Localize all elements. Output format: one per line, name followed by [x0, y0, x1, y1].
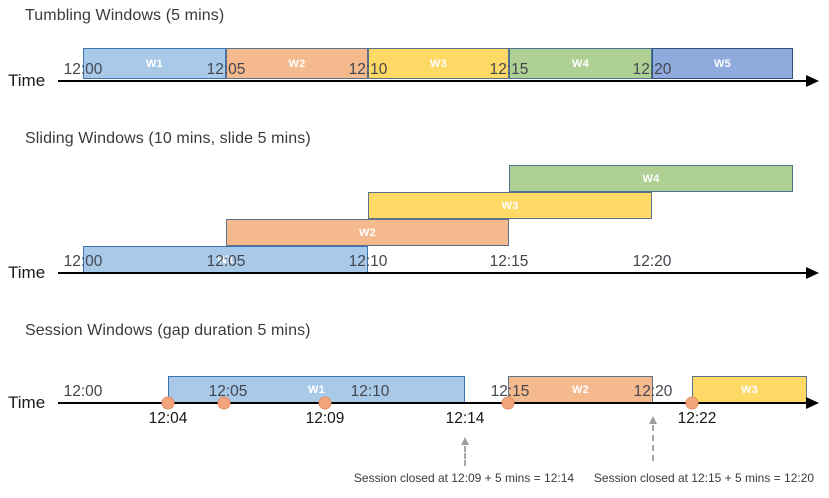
window-label: W5	[713, 57, 732, 70]
event-time-label: 12:04	[148, 410, 188, 427]
tick-label: 12:00	[63, 61, 103, 78]
arrow-right-icon	[806, 397, 819, 409]
window-label: W1	[216, 253, 235, 266]
window-bar-w4: W4	[509, 165, 793, 192]
tick-label: 12:10	[350, 383, 390, 400]
window-label: W4	[642, 172, 660, 185]
window-label: W3	[740, 383, 759, 396]
window-bar-w5: W5	[652, 48, 793, 79]
tick-label: 12:20	[633, 383, 673, 400]
window-bar-w3: W3	[368, 48, 509, 79]
event-dot	[161, 396, 175, 410]
event-dot	[685, 396, 699, 410]
event-time-label: 12:09	[305, 410, 345, 427]
event-dot	[217, 396, 231, 410]
dashed-line	[464, 446, 466, 466]
tick-label: 12:15	[489, 253, 529, 270]
tick-label: 12:05	[208, 383, 248, 400]
event-dot	[501, 396, 515, 410]
window-label: W2	[358, 226, 377, 239]
window-bar-w2: W2	[226, 48, 368, 79]
window-label: W1	[145, 57, 164, 70]
event-time-label: 12:14	[445, 410, 485, 427]
window-label: W3	[501, 199, 519, 212]
tick-label: 12:10	[348, 253, 388, 270]
time-axis-label: Time	[8, 263, 46, 282]
arrow-up-icon	[461, 437, 469, 445]
window-bar-w2: W2	[508, 376, 653, 403]
window-bar-w1: W1	[83, 246, 368, 273]
event-dot	[318, 396, 332, 410]
tick-label: 12:05	[206, 253, 246, 270]
time-axis-line	[58, 402, 806, 404]
arrow-up-icon	[649, 416, 657, 424]
tick-label: 12:00	[63, 383, 103, 400]
annotation-text: Session closed at 12:15 + 5 mins = 12:20	[593, 471, 815, 485]
tick-label: 12:20	[632, 253, 672, 270]
window-label: W2	[571, 383, 590, 396]
tick-label: 12:00	[63, 253, 103, 270]
arrow-right-icon	[806, 75, 819, 87]
tick-label: 12:15	[490, 383, 530, 400]
section-title-sliding: Sliding Windows (10 mins, slide 5 mins)	[25, 130, 311, 147]
session-close-arrow	[649, 416, 657, 461]
time-axis-line	[58, 80, 806, 82]
section-title-session: Session Windows (gap duration 5 mins)	[25, 322, 311, 339]
window-bar-w4: W4	[509, 48, 652, 79]
arrow-right-icon	[806, 267, 819, 279]
window-bar-w3: W3	[368, 192, 652, 219]
time-axis-label: Time	[8, 393, 46, 412]
window-label: W1	[307, 383, 326, 396]
tick-label: 12:20	[632, 61, 672, 78]
window-bar-w1: W1	[83, 48, 226, 79]
tick-label: 12:05	[206, 61, 246, 78]
window-label: W4	[571, 57, 590, 70]
window-label: W2	[288, 57, 306, 70]
tick-label: 12:15	[489, 61, 529, 78]
time-axis-line	[58, 272, 806, 274]
dashed-line	[652, 425, 654, 461]
event-time-label: 12:22	[677, 410, 717, 427]
time-axis-label: Time	[8, 71, 46, 90]
tick-label: 12:10	[348, 61, 388, 78]
window-bar-w2: W2	[226, 219, 509, 246]
section-title-tumbling: Tumbling Windows (5 mins)	[25, 7, 225, 24]
window-label: W3	[429, 57, 448, 70]
annotation-text: Session closed at 12:09 + 5 mins = 12:14	[353, 471, 575, 485]
window-bar-w3: W3	[692, 376, 807, 403]
session-close-arrow	[461, 437, 469, 466]
